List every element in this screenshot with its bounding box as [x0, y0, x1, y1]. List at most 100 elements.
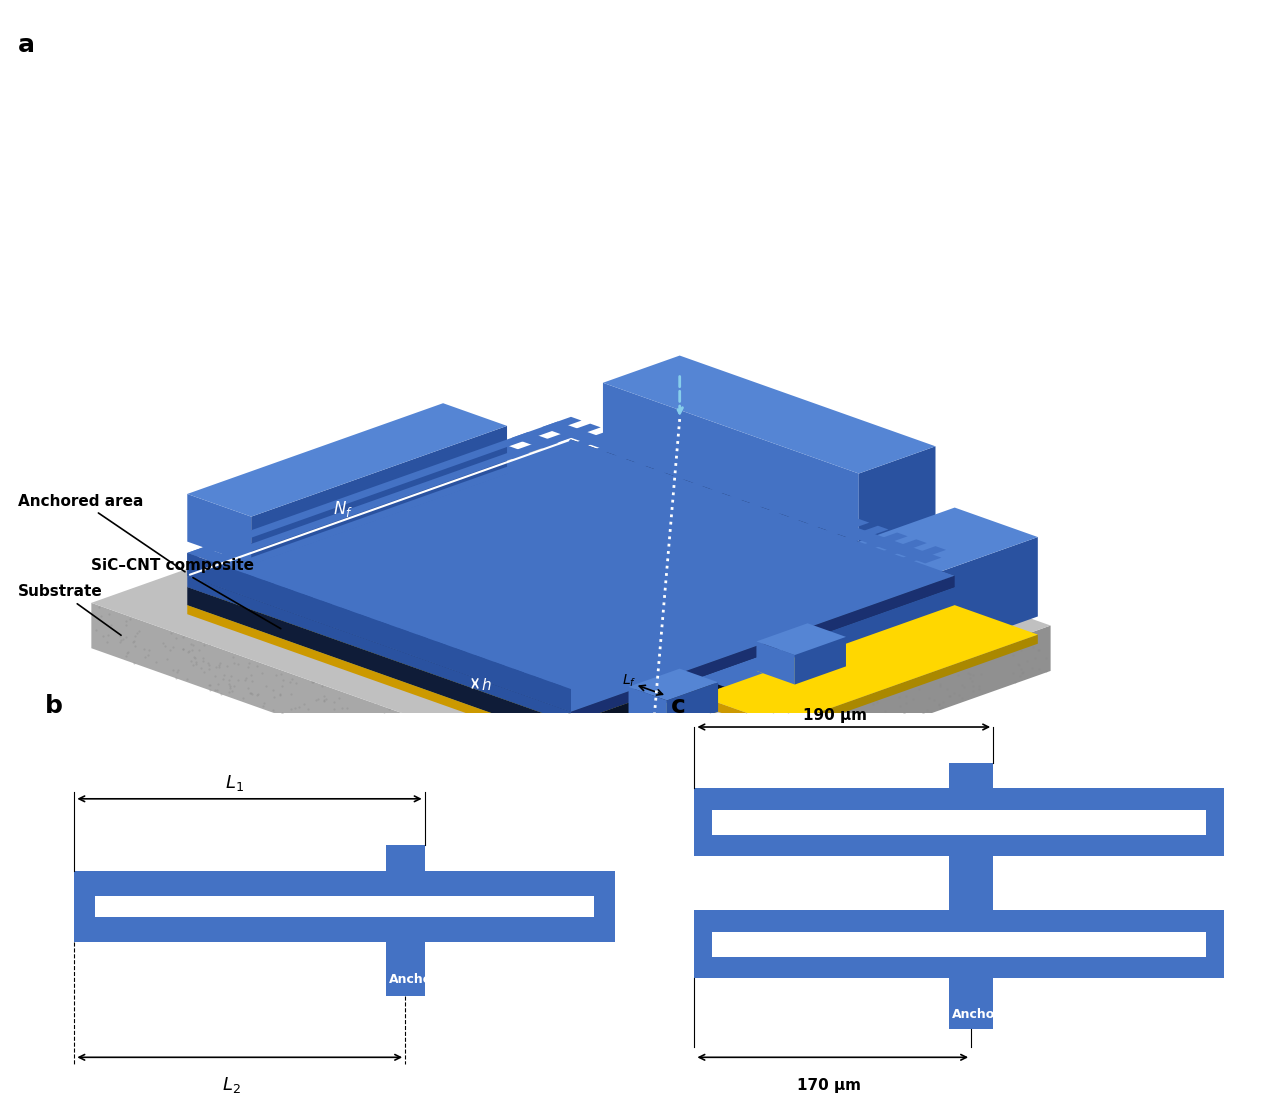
Bar [949, 762, 993, 788]
Polygon shape [513, 532, 908, 672]
Polygon shape [276, 516, 675, 658]
Polygon shape [187, 470, 954, 742]
Text: $N_f$: $N_f$ [334, 499, 353, 519]
Polygon shape [512, 432, 912, 574]
Text: b: b [45, 693, 63, 717]
Polygon shape [187, 417, 582, 556]
Polygon shape [91, 603, 602, 829]
Text: $L_f$: $L_f$ [622, 672, 637, 689]
Polygon shape [858, 446, 935, 553]
Polygon shape [570, 606, 954, 750]
Polygon shape [379, 621, 390, 647]
Polygon shape [756, 653, 845, 685]
Polygon shape [532, 676, 544, 702]
Polygon shape [436, 642, 448, 668]
Text: $L_2$: $L_2$ [221, 1075, 240, 1095]
Polygon shape [482, 442, 883, 585]
Polygon shape [321, 464, 716, 604]
Polygon shape [302, 593, 313, 620]
Polygon shape [475, 519, 870, 659]
Polygon shape [335, 495, 735, 636]
Polygon shape [263, 580, 275, 607]
Polygon shape [423, 463, 824, 606]
Polygon shape [306, 506, 705, 647]
Polygon shape [436, 506, 831, 645]
Polygon shape [570, 587, 954, 742]
Polygon shape [187, 587, 570, 742]
Polygon shape [187, 576, 570, 723]
Polygon shape [340, 608, 352, 634]
Polygon shape [602, 383, 858, 553]
Polygon shape [781, 634, 1037, 735]
Polygon shape [187, 606, 570, 750]
Polygon shape [225, 430, 620, 570]
Polygon shape [628, 698, 718, 730]
Polygon shape [359, 478, 755, 618]
Polygon shape [187, 440, 954, 712]
Polygon shape [628, 669, 718, 700]
Bar [385, 846, 425, 871]
Polygon shape [551, 546, 946, 686]
Bar [74, 871, 615, 942]
Polygon shape [206, 559, 217, 586]
Polygon shape [187, 547, 587, 689]
Polygon shape [698, 598, 781, 708]
Polygon shape [570, 576, 954, 723]
Bar [385, 942, 425, 996]
Text: 170 μm: 170 μm [798, 1077, 862, 1093]
Polygon shape [283, 451, 678, 590]
Polygon shape [379, 485, 774, 625]
Polygon shape [398, 627, 409, 654]
Text: 190 μm: 190 μm [803, 708, 867, 723]
Polygon shape [340, 472, 735, 611]
Polygon shape [698, 695, 781, 735]
Polygon shape [756, 623, 845, 655]
Polygon shape [698, 508, 1037, 627]
Polygon shape [225, 566, 237, 593]
Bar [96, 896, 595, 917]
Polygon shape [398, 491, 793, 632]
Polygon shape [359, 614, 371, 641]
Polygon shape [394, 474, 794, 615]
Polygon shape [247, 527, 646, 668]
Text: $h$: $h$ [481, 677, 492, 693]
Polygon shape [698, 606, 1037, 725]
Text: Anchor: Anchor [389, 973, 437, 986]
Polygon shape [187, 553, 570, 712]
Text: $L_1$: $L_1$ [225, 773, 244, 793]
Polygon shape [187, 553, 198, 579]
Polygon shape [187, 440, 954, 712]
Polygon shape [365, 485, 765, 626]
Bar [712, 931, 1206, 957]
Polygon shape [283, 587, 294, 613]
Polygon shape [475, 655, 486, 681]
Polygon shape [244, 574, 256, 600]
Polygon shape [417, 634, 428, 661]
Polygon shape [244, 438, 640, 577]
Polygon shape [781, 538, 1037, 708]
Text: a: a [18, 33, 36, 57]
Polygon shape [794, 637, 845, 685]
Polygon shape [187, 494, 251, 564]
Polygon shape [602, 625, 1050, 829]
Polygon shape [455, 512, 851, 652]
Polygon shape [417, 498, 812, 638]
Text: Anchor: Anchor [952, 1008, 1001, 1021]
Polygon shape [494, 661, 505, 688]
Polygon shape [302, 457, 697, 598]
Polygon shape [251, 426, 506, 564]
Polygon shape [263, 444, 659, 584]
Polygon shape [91, 444, 1050, 784]
Polygon shape [513, 669, 524, 695]
Polygon shape [455, 648, 467, 675]
Polygon shape [532, 540, 927, 679]
Polygon shape [666, 682, 718, 730]
Polygon shape [187, 451, 954, 723]
Bar [694, 911, 1224, 979]
Polygon shape [494, 525, 889, 666]
Polygon shape [551, 682, 563, 709]
Text: Substrate: Substrate [18, 585, 122, 635]
Text: Anchored area: Anchored area [18, 494, 185, 572]
Text: c: c [671, 693, 686, 717]
Text: SiC–CNT composite: SiC–CNT composite [91, 558, 281, 629]
